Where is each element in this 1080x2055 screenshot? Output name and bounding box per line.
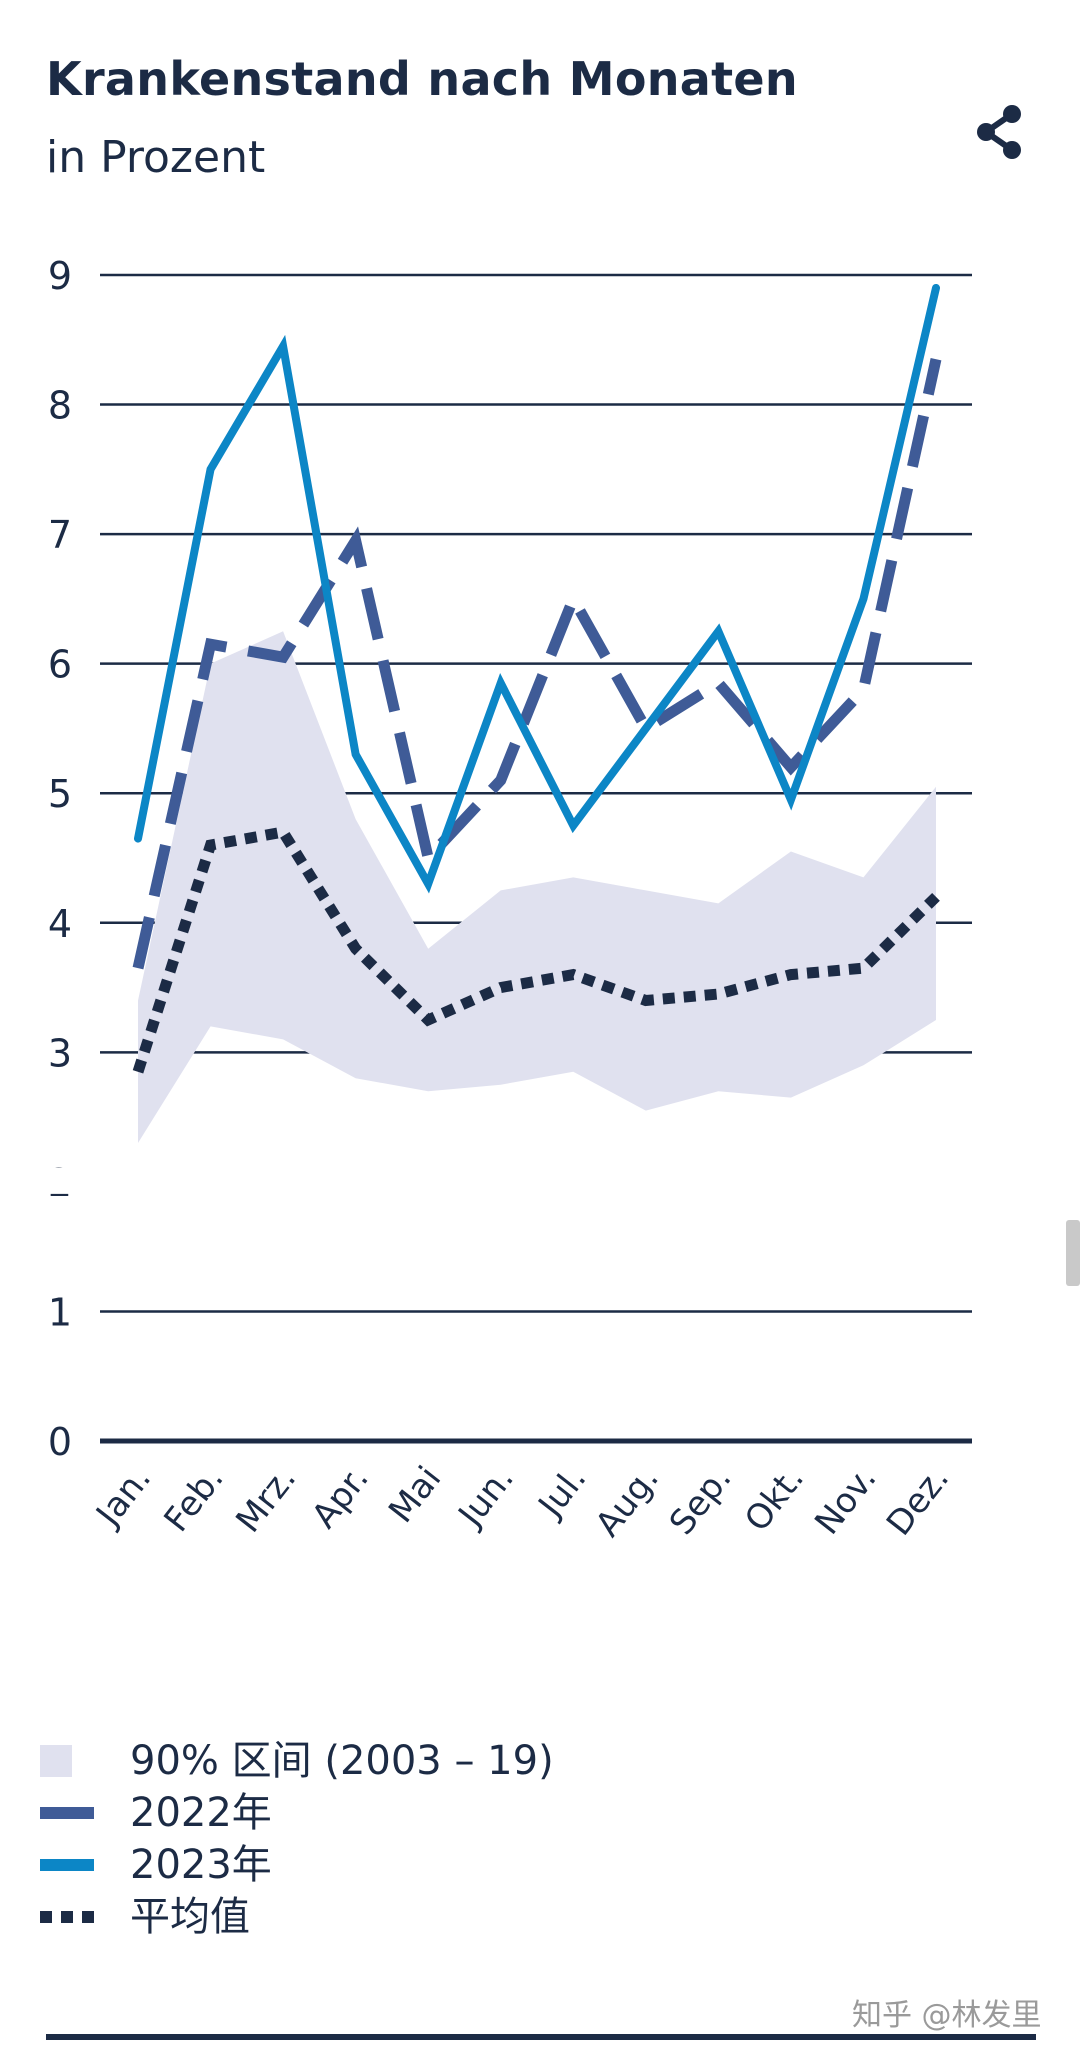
share-icon[interactable]: [972, 102, 1028, 162]
x-tick-label: Feb.: [156, 1459, 231, 1540]
x-tick-label: Apr.: [304, 1459, 376, 1536]
series-line-dashed: [132, 358, 942, 970]
y-tick-label-7: 7: [48, 513, 72, 557]
x-tick-label: Mai: [381, 1459, 449, 1531]
legend-label-average: 平均值: [130, 1894, 250, 1940]
y-tick-label-3: 3: [48, 1031, 72, 1075]
y-tick-label-5: 5: [48, 772, 72, 816]
watermark: 知乎 @林发里: [852, 1998, 1042, 2033]
series-line-solid: [134, 283, 940, 894]
y-tick-label-8: 8: [48, 384, 72, 428]
confidence-band: [138, 631, 936, 1144]
legend-swatch-2023: [40, 1859, 94, 1871]
line-chart: Jan.Feb.Mrz. Apr. Mai Jun. Jul.Aug.Sep.Okt.N…: [30, 254, 972, 1545]
y-tick-label-9: 9: [48, 254, 72, 298]
legend-label-2022: 2022年: [130, 1790, 272, 1836]
series-line-dotted: [132, 826, 940, 1074]
footer-divider: [46, 2034, 1036, 2040]
y-tick-mask: [30, 1167, 100, 1194]
x-tick-label: Sep.: [662, 1459, 740, 1543]
x-tick-label: Nov.: [807, 1459, 884, 1542]
scrollbar-thumb[interactable]: [1066, 1220, 1080, 1286]
legend-swatch-average: [40, 1911, 94, 1923]
x-tick-label: Jan.: [87, 1459, 159, 1535]
x-tick-label: Jun.: [450, 1459, 522, 1536]
legend-label-2023: 2023年: [130, 1842, 272, 1888]
x-axis: Jan.Feb.Mrz. Apr. Mai Jun. Jul.Aug.Sep.Okt.N…: [87, 1459, 957, 1544]
x-tick-label: Mrz.: [228, 1459, 304, 1540]
x-tick-label: Dez.: [879, 1459, 957, 1543]
x-tick-label: Jul.: [530, 1459, 595, 1526]
series-lines: [132, 283, 942, 1074]
chart-title: Krankenstand nach Monaten: [46, 52, 798, 106]
y-tick-label-1: 1: [48, 1290, 72, 1334]
x-tick-label: Aug.: [588, 1459, 667, 1544]
y-tick-label-4: 4: [48, 902, 72, 946]
y-tick-label-6: 6: [48, 643, 72, 687]
y-tick-label-0: 0: [48, 1420, 72, 1464]
legend-swatch-2022: [40, 1807, 94, 1819]
y-axis: 0123456789: [30, 254, 100, 1464]
x-tick-label: Okt.: [737, 1459, 812, 1539]
band-area: [138, 631, 936, 1144]
legend-label-band: 90% 区间 (2003 – 19): [130, 1738, 554, 1784]
chart-subtitle: in Prozent: [46, 132, 266, 183]
legend-swatch-band: [40, 1745, 72, 1777]
